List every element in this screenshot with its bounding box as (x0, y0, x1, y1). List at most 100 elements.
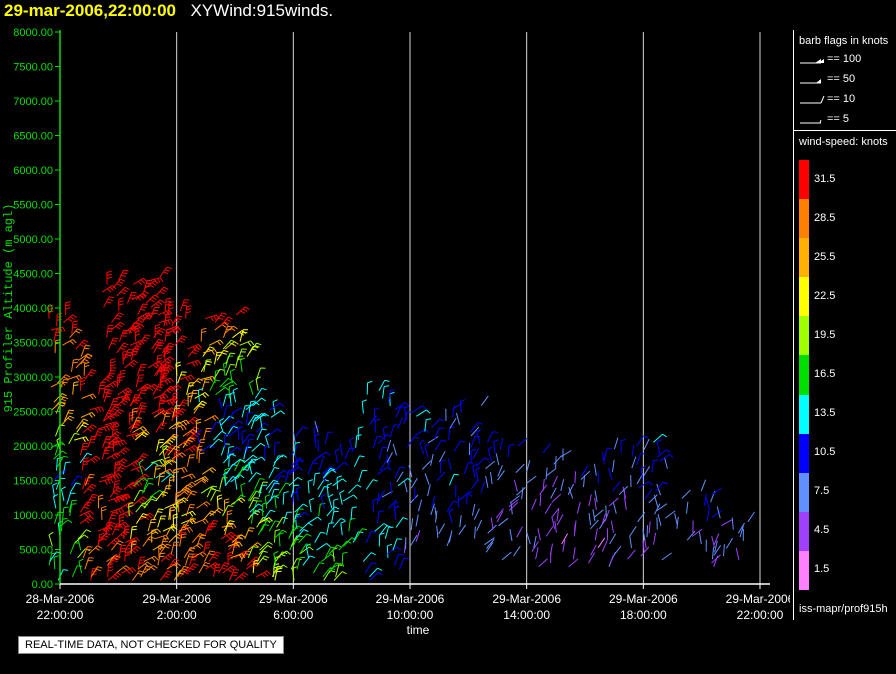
barb-feather (252, 546, 258, 548)
wind-barb (549, 543, 553, 556)
barb-feather (132, 567, 137, 572)
barb-feather (48, 310, 54, 314)
wind-barb (560, 450, 572, 458)
wind-barb (198, 450, 201, 463)
wind-barb (132, 426, 144, 433)
wind-barb (631, 456, 637, 469)
wind-speed-swatch (799, 238, 809, 278)
wind-barb (332, 549, 335, 562)
wind-barb (107, 512, 114, 524)
wind-barb (200, 486, 212, 494)
barb-feather (166, 361, 172, 364)
wind-barb (184, 553, 190, 566)
wind-barb (486, 538, 495, 549)
barb-feather (123, 269, 129, 272)
barb-feather (71, 503, 77, 505)
wind-barb (139, 512, 151, 521)
barb-feather (165, 534, 170, 540)
barb-feather (107, 526, 113, 530)
wind-barb (249, 342, 257, 354)
wind-barb (189, 378, 199, 388)
barb-feather (157, 511, 163, 513)
wind-barb (115, 394, 128, 399)
wind-barb (142, 536, 151, 547)
wind-barb (256, 367, 261, 380)
barb-feather (173, 513, 179, 516)
y-tick-label: 1000.00 (13, 510, 53, 522)
barb-feather (204, 476, 209, 481)
barb-feather (328, 493, 334, 498)
barb-feather (186, 489, 191, 494)
wind-barb (239, 329, 244, 342)
wind-barb (290, 558, 298, 570)
wind-barb (664, 456, 668, 469)
wind-barb (531, 498, 537, 510)
barb-feather (91, 496, 97, 499)
wind-barb (273, 475, 282, 486)
barb-feather (234, 569, 240, 571)
wind-barb (388, 499, 398, 509)
wind-barb (415, 514, 419, 527)
barb-feather (278, 532, 284, 535)
wind-barb (526, 475, 537, 484)
wind-barb (278, 534, 281, 547)
wind-barb (648, 494, 658, 504)
wind-barb (179, 567, 189, 578)
wind-barb (263, 509, 272, 521)
barb-feather (142, 339, 148, 342)
wind-barb (322, 469, 333, 479)
barb-feather (48, 531, 54, 536)
wind-barb (84, 369, 93, 380)
wind-speed-swatch (799, 316, 809, 356)
barb-feather (244, 306, 250, 311)
wind-barb (174, 492, 177, 505)
barb-feather (170, 365, 175, 370)
wind-barb (254, 478, 261, 490)
wind-barb (247, 459, 253, 471)
barb-feather (212, 563, 218, 568)
barb-feather (247, 412, 253, 414)
barb-feather (169, 552, 175, 557)
wind-barb (189, 390, 194, 403)
wind-barb (323, 570, 331, 581)
barb-feather (141, 455, 147, 459)
barb-feather (114, 467, 120, 469)
barb-feather (164, 546, 170, 549)
wind-barb (393, 504, 396, 517)
barb-feather (157, 357, 163, 360)
wind-barb (681, 489, 691, 499)
barb-feather (264, 555, 270, 559)
wind-barb (610, 520, 614, 533)
wind-barb (183, 517, 192, 528)
wind-barb (225, 534, 236, 543)
barb-feather (441, 439, 447, 442)
barb-feather (141, 465, 146, 471)
barb-feather (129, 510, 134, 515)
barb-feather (334, 506, 340, 510)
wind-barb (376, 492, 380, 505)
wind-barb (254, 388, 263, 399)
wind-barb (531, 541, 539, 552)
barb-feather (377, 567, 383, 571)
barb-feather (111, 514, 117, 517)
barb-feather (92, 493, 98, 496)
wind-barb (322, 567, 331, 578)
wind-barb (247, 490, 256, 502)
wind-barb (374, 523, 385, 532)
wind-barb (560, 479, 565, 492)
barb-feather (213, 315, 217, 321)
barb-feather (229, 567, 235, 571)
wind-barb (604, 509, 610, 522)
wind-barb (470, 422, 479, 433)
barb-feather (296, 486, 302, 490)
barb-feather (249, 379, 254, 384)
barb-feather (80, 376, 86, 380)
wind-barb (314, 531, 322, 543)
barb-feather (112, 413, 118, 417)
wind-barb (162, 525, 174, 532)
barb-feather (116, 410, 122, 415)
wind-barb (700, 479, 707, 492)
wind-barb (537, 528, 541, 541)
wind-barb (135, 502, 144, 513)
wind-barb (174, 419, 187, 426)
